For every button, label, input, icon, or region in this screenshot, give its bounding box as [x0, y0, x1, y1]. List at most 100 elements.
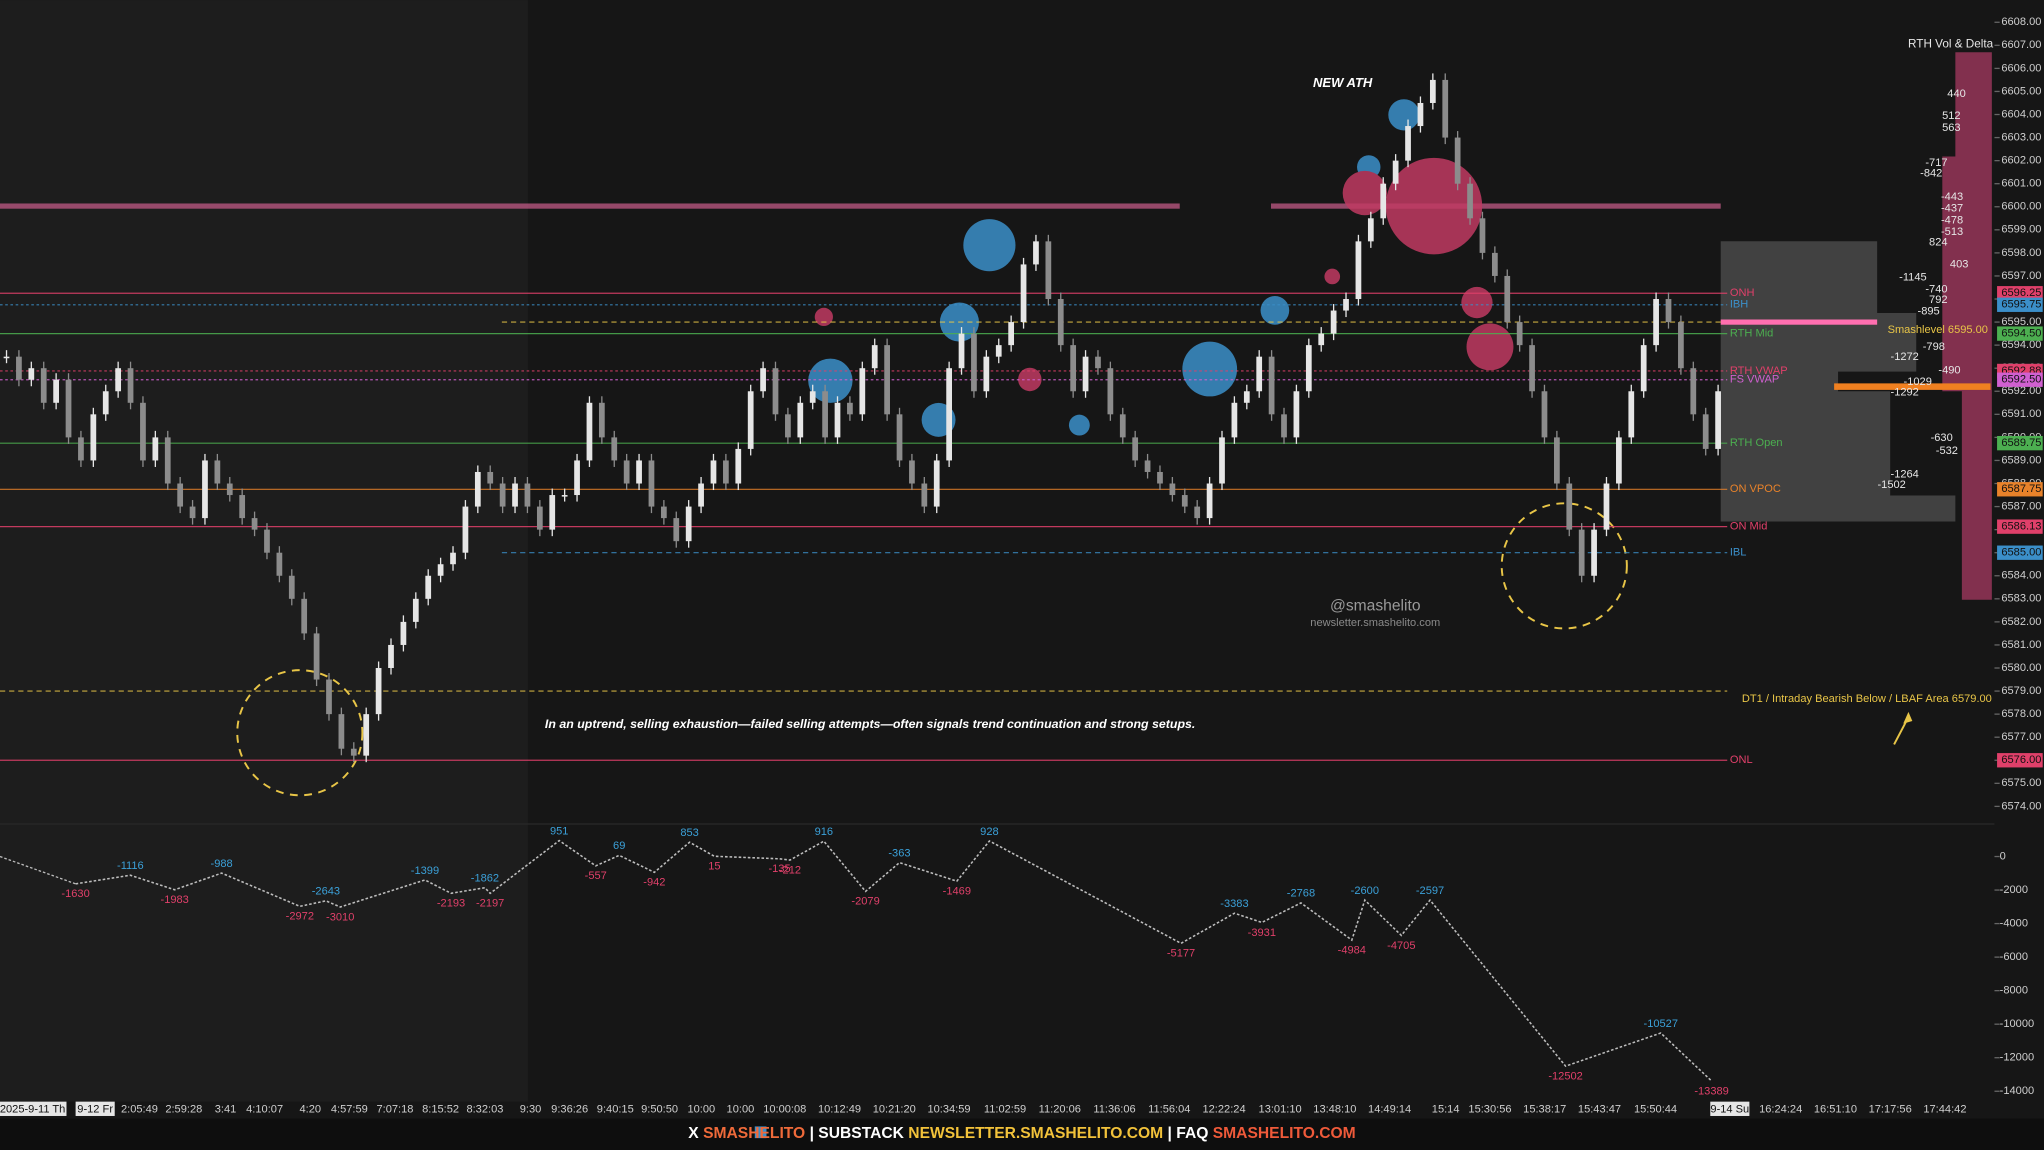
delta-label: 69 — [613, 840, 625, 852]
x-tick-label: 12:22:24 — [1202, 1103, 1245, 1115]
candle — [90, 414, 97, 461]
candle — [1616, 437, 1622, 484]
delta-label: 951 — [550, 825, 568, 837]
candle — [1305, 345, 1312, 392]
bubble — [1068, 414, 1090, 436]
candle — [388, 644, 394, 669]
candle — [586, 402, 593, 461]
candle — [995, 345, 1002, 357]
x-tick-label: 2025-9-11 Th — [0, 1103, 65, 1115]
annotation: NEW ATH — [1313, 75, 1373, 90]
candle — [16, 356, 22, 380]
x-tick-label: 9:30 — [520, 1103, 542, 1115]
candle — [1070, 345, 1077, 392]
delta-label: -2643 — [312, 886, 340, 898]
x-tick-label: 2:05:49 — [121, 1103, 158, 1115]
level-label: IBH — [1730, 299, 1748, 311]
profile-value: -532 — [1936, 445, 1958, 457]
price-box-label: 6596.25 — [2001, 287, 2041, 299]
y-tick-label: 6578.00 — [2001, 708, 2041, 720]
highlight-circle — [236, 669, 364, 797]
candle — [239, 495, 246, 519]
candle — [1640, 345, 1647, 392]
candle — [1628, 391, 1635, 438]
delta-label: -135 — [768, 863, 790, 875]
candle — [350, 748, 357, 756]
profile-value: -1264 — [1891, 469, 1919, 481]
watermark: newsletter.smashelito.com — [1310, 617, 1440, 629]
delta-label: -2079 — [851, 896, 879, 908]
candle — [1479, 218, 1486, 253]
profile-value: -717 — [1925, 157, 1947, 169]
x-tick-label: 10:12:49 — [818, 1103, 861, 1115]
candle — [1516, 322, 1523, 346]
footer: X SMASHELITO | SUBSTACK NEWSLETTER.SMASH… — [688, 1125, 1355, 1142]
candle — [1355, 241, 1362, 300]
candle — [1008, 322, 1015, 346]
delta-label: 15 — [708, 861, 720, 873]
candle — [921, 483, 928, 507]
delta-label: -4984 — [1338, 944, 1366, 956]
y-tick-label: 6577.00 — [2001, 731, 2041, 743]
candle — [1653, 299, 1659, 346]
candle — [884, 345, 890, 415]
price-box-label: 6595.75 — [2001, 299, 2041, 311]
price-box — [1997, 435, 2043, 451]
price-box-label: 6587.75 — [2001, 483, 2041, 495]
profile-value: -478 — [1941, 214, 1963, 226]
candle — [1095, 356, 1101, 369]
candle — [636, 460, 642, 484]
candle — [214, 460, 221, 484]
candle — [933, 460, 940, 507]
candle — [127, 368, 134, 403]
footer-link[interactable]: SMASHELITO.COM — [1213, 1125, 1356, 1142]
candle — [264, 529, 270, 553]
profile-value: 824 — [1929, 237, 1947, 249]
date-box — [1710, 1101, 1750, 1116]
candle — [834, 402, 841, 438]
y-tick-label: 6589.00 — [2001, 454, 2041, 466]
candle — [437, 564, 444, 576]
delta-label: 928 — [980, 826, 998, 838]
profile-value: -1292 — [1891, 386, 1919, 398]
delta-label: -3931 — [1248, 927, 1276, 939]
price-box — [1997, 753, 2043, 768]
delta-label: -212 — [779, 864, 801, 876]
delta-label: -2193 — [437, 898, 465, 910]
y-tick-label: -8000 — [2000, 985, 2028, 997]
footer-link[interactable]: SMASHELITO — [703, 1125, 805, 1142]
candle — [1330, 310, 1337, 334]
delta-label: -1862 — [471, 873, 499, 885]
x-tick-label: 3:41 — [215, 1103, 237, 1115]
y-tick-label: 6600.00 — [2001, 201, 2041, 213]
delta-label: -1116 — [117, 860, 144, 872]
delta-label: -2597 — [1416, 885, 1444, 897]
candle — [574, 460, 580, 496]
level-label: ONH — [1730, 287, 1755, 299]
chart-layer: 6574.00 6575.00 6576.00 6577.00 6578.00 6579.… — [0, 16, 2043, 1116]
x-tick-label: 9:36:26 — [551, 1103, 588, 1115]
candle — [946, 368, 953, 461]
candle — [1033, 241, 1039, 265]
candle — [1702, 414, 1709, 449]
y-tick-label: 6580.00 — [2001, 662, 2041, 674]
candle — [673, 518, 680, 542]
x-tick-label: 10:00 — [687, 1103, 715, 1115]
profile-value: -437 — [1941, 203, 1963, 215]
footer-link[interactable]: NEWSLETTER.SMASHELITO.COM — [908, 1125, 1163, 1142]
candle — [1256, 356, 1263, 392]
y-tick-label: 6574.00 — [2001, 800, 2041, 812]
candle — [1045, 241, 1052, 300]
candle — [1194, 506, 1201, 519]
level-label: DT1 / Intraday Bearish Below / LBAF Area… — [1742, 693, 1992, 705]
delta-label: 853 — [680, 827, 698, 839]
candle — [1367, 218, 1374, 242]
candle — [276, 552, 283, 576]
x-tick-label: 17:44:42 — [1923, 1103, 1966, 1115]
profile-poc — [1834, 383, 1991, 390]
y-tick-label: 6598.00 — [2001, 247, 2041, 259]
delta-profile — [1942, 52, 1992, 600]
candle — [1281, 414, 1287, 438]
y-tick-label: 6606.00 — [2001, 62, 2041, 74]
